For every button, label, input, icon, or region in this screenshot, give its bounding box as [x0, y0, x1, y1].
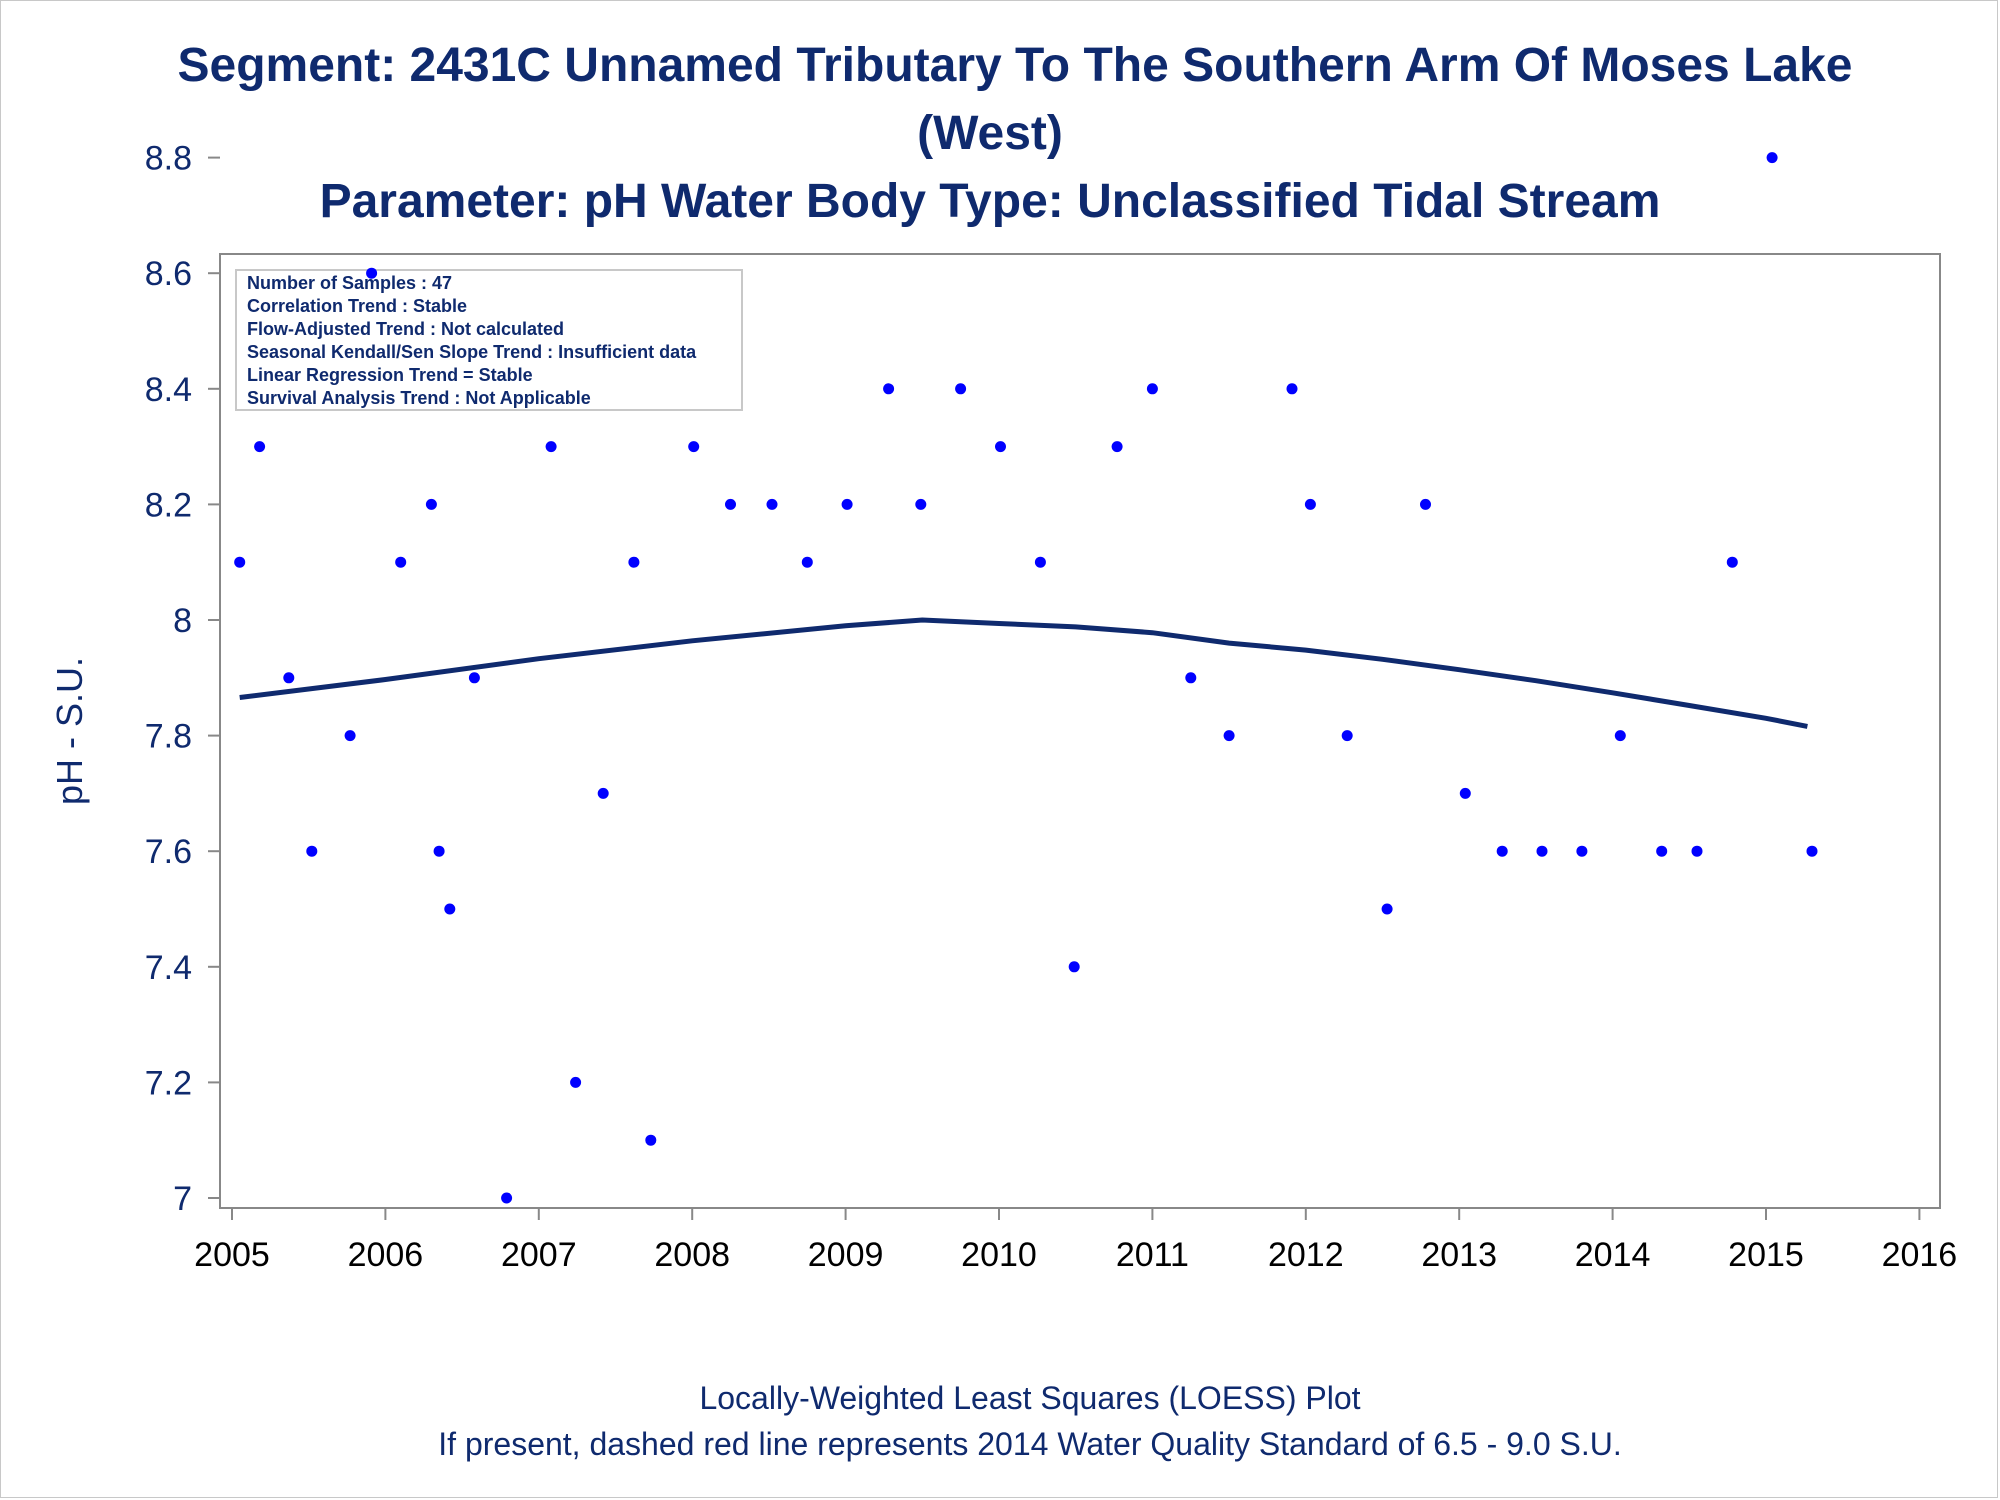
trend-info-line: Survival Analysis Trend : Not Applicable — [247, 388, 591, 408]
x-tick-label: 2015 — [1728, 1236, 1804, 1274]
loess-curve — [239, 617, 1808, 729]
y-tick-label: 7 — [173, 1180, 192, 1218]
data-point — [344, 730, 356, 742]
data-point — [1496, 845, 1508, 857]
chart-subtitle: Parameter: pH Water Body Type: Unclassif… — [319, 175, 1661, 228]
x-tick-label: 2005 — [194, 1236, 270, 1274]
y-tick-label: 7.6 — [145, 833, 192, 871]
data-point — [283, 672, 295, 684]
trend-info-box-border — [235, 269, 743, 411]
data-point — [1034, 556, 1046, 568]
y-tick-label: 7.2 — [145, 1064, 192, 1102]
data-point — [1111, 441, 1123, 453]
data-point — [883, 383, 895, 395]
x-tick-label: 2008 — [654, 1236, 730, 1274]
data-point — [841, 498, 853, 510]
data-point — [1304, 498, 1316, 510]
data-point — [468, 672, 480, 684]
plot-area — [219, 253, 1941, 1209]
trend-info-line: Flow-Adjusted Trend : Not calculated — [247, 319, 564, 339]
y-tick-label: 8.6 — [145, 255, 192, 293]
x-tick-label: 2014 — [1575, 1236, 1651, 1274]
x-tick-label: 2009 — [808, 1236, 884, 1274]
chart-title: Segment: 2431C Unnamed Tributary To The … — [177, 39, 1853, 92]
data-point — [995, 441, 1006, 453]
data-point — [1341, 730, 1353, 742]
data-point — [254, 441, 266, 453]
data-point — [1806, 845, 1818, 857]
data-point — [1726, 556, 1738, 568]
y-tick-label: 7.4 — [145, 949, 192, 987]
x-axis: 2005 2006 2007 2008 2009 2010 2011 2012 2013 2014… — [194, 1208, 1957, 1274]
data-point — [366, 267, 378, 279]
data-point — [501, 1192, 513, 1204]
y-tick-label: 8.4 — [145, 371, 192, 409]
data-point — [1223, 730, 1235, 742]
y-axis-label: pH - S.U. — [49, 657, 90, 805]
data-point — [1576, 845, 1588, 857]
data-point — [645, 1134, 657, 1146]
data-point — [306, 845, 318, 857]
data-point — [395, 556, 407, 568]
data-point — [597, 787, 609, 799]
data-point — [1614, 730, 1626, 742]
data-point — [1656, 845, 1668, 857]
data-point — [234, 556, 246, 568]
data-point — [688, 441, 700, 453]
data-point — [801, 556, 813, 568]
trend-info-line: Correlation Trend : Stable — [247, 296, 467, 316]
data-point — [1459, 787, 1471, 799]
x-tick-label: 2011 — [1116, 1236, 1189, 1274]
x-tick-label: 2016 — [1882, 1236, 1958, 1274]
data-point — [1420, 498, 1431, 510]
data-points — [234, 152, 1818, 1204]
trend-info-box: Number of Samples : 47 Correlation Trend … — [235, 269, 743, 411]
data-point — [1691, 845, 1703, 857]
data-point — [545, 441, 557, 453]
x-tick-label: 2007 — [501, 1236, 577, 1274]
trend-info-line: Seasonal Kendall/Sen Slope Trend : Insuf… — [247, 342, 697, 362]
data-point — [1146, 383, 1158, 395]
trend-info-line: Linear Regression Trend = Stable — [247, 365, 533, 385]
trend-info-line: Number of Samples : 47 — [247, 273, 452, 293]
data-point — [915, 498, 927, 510]
data-point — [766, 498, 778, 510]
x-tick-label: 2010 — [961, 1236, 1037, 1274]
data-point — [1381, 903, 1393, 915]
data-point — [725, 498, 736, 510]
y-tick-label: 7.8 — [145, 718, 192, 756]
data-point — [955, 383, 967, 395]
data-point — [1766, 152, 1778, 164]
chart-title-continuation: (West) — [917, 107, 1063, 160]
footnote-standard: If present, dashed red line represents 2… — [438, 1426, 1622, 1462]
data-point — [1068, 961, 1080, 973]
data-point — [433, 845, 445, 857]
x-tick-label: 2012 — [1268, 1236, 1344, 1274]
data-point — [570, 1076, 582, 1088]
data-point — [1286, 383, 1298, 395]
y-axis: 7 7.2 7.4 7.6 7.8 8 8.2 8.4 8.6 8.8 — [145, 140, 220, 1218]
y-tick-label: 8 — [173, 602, 192, 640]
y-tick-label: 8.8 — [145, 140, 192, 178]
footnote-method: Locally-Weighted Least Squares (LOESS) P… — [699, 1380, 1361, 1416]
data-point — [1536, 845, 1548, 857]
x-tick-label: 2013 — [1421, 1236, 1497, 1274]
x-tick-label: 2006 — [348, 1236, 424, 1274]
data-point — [444, 903, 456, 915]
y-tick-label: 8.2 — [145, 486, 192, 524]
data-point — [1185, 672, 1197, 684]
data-point — [628, 556, 640, 568]
data-point — [425, 498, 437, 510]
